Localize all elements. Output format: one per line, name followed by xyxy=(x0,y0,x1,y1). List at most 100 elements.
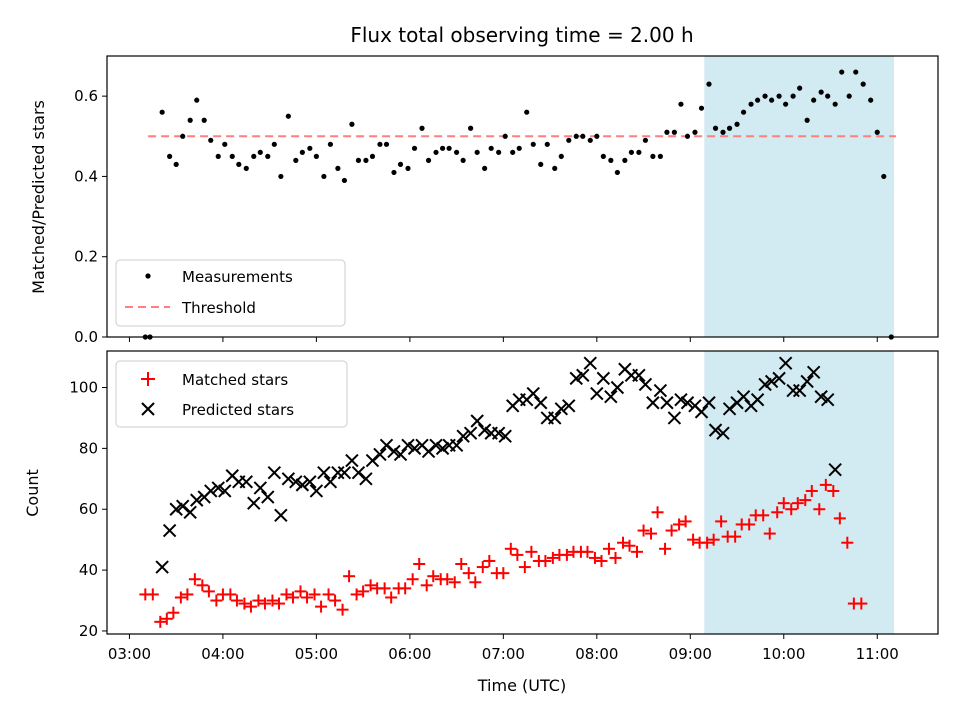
measurement-point xyxy=(853,69,859,75)
predicted-point xyxy=(401,438,415,453)
measurement-point xyxy=(524,109,530,115)
measurement-point xyxy=(335,165,341,171)
bottom-shaded-region xyxy=(704,351,895,634)
matched-point xyxy=(336,603,349,616)
predicted-point xyxy=(463,426,478,440)
bottom-y-label: Count xyxy=(23,469,42,517)
predicted-point xyxy=(317,466,331,480)
predicted-point xyxy=(289,475,303,489)
measurement-point xyxy=(411,145,418,151)
measurement-point xyxy=(439,145,446,151)
predicted-point xyxy=(716,426,730,440)
measurement-point xyxy=(229,153,235,159)
matched-legend-label: Matched stars xyxy=(182,371,288,389)
measurement-point xyxy=(167,153,173,159)
matched-point xyxy=(623,539,636,552)
predicted-point xyxy=(387,444,401,459)
predicted-point xyxy=(407,441,422,456)
measurement-point xyxy=(698,105,705,111)
matched-point xyxy=(833,512,846,525)
matched-point xyxy=(280,588,293,601)
measurement-point xyxy=(860,81,866,87)
matched-point xyxy=(588,551,601,564)
matched-point xyxy=(308,588,321,601)
matched-point xyxy=(357,585,370,598)
measurement-point xyxy=(488,145,494,151)
measurement-point xyxy=(222,141,228,147)
measurement-point xyxy=(468,125,474,131)
matched-point xyxy=(673,518,686,531)
predicted-point xyxy=(435,441,450,456)
matched-point xyxy=(210,594,223,607)
predicted-point xyxy=(632,368,646,383)
predicted-point xyxy=(800,374,814,389)
top-panel: 0.0 0.2 0.4 0.6 Matched/Predicted stars Mea… xyxy=(29,55,939,346)
matched-point xyxy=(616,536,629,549)
predicted-point xyxy=(596,371,611,386)
top-y-tick-label: 0.4 xyxy=(74,167,98,185)
predicted-point xyxy=(778,356,793,370)
matched-point xyxy=(406,573,419,586)
measurement-point xyxy=(496,149,502,155)
measurement-point xyxy=(502,133,508,139)
measurement-point xyxy=(868,97,874,103)
measurement-point xyxy=(608,157,614,163)
matched-point xyxy=(441,573,454,586)
matched-points xyxy=(139,478,868,628)
x-tick-label: 09:00 xyxy=(669,645,712,663)
matched-point xyxy=(202,585,215,598)
matched-point xyxy=(841,536,854,549)
matched-point xyxy=(287,591,300,604)
matched-point xyxy=(154,615,167,628)
predicted-point xyxy=(702,396,716,410)
predicted-point xyxy=(491,426,506,440)
measurement-point xyxy=(825,93,831,99)
matched-point xyxy=(715,515,728,528)
predicted-point xyxy=(162,523,177,538)
matched-point xyxy=(252,594,265,607)
measurement-point xyxy=(321,173,327,180)
matched-point xyxy=(420,579,433,592)
measurement-point xyxy=(726,125,733,131)
measurement-point xyxy=(846,93,852,99)
matched-point xyxy=(160,612,173,625)
measurement-point xyxy=(769,97,775,103)
measurement-point xyxy=(587,137,593,143)
measurement-point xyxy=(377,141,383,147)
measurement-point xyxy=(818,89,824,95)
predicted-point xyxy=(604,389,618,404)
matched-point xyxy=(518,561,531,574)
top-legend-box xyxy=(115,259,346,327)
predicted-point xyxy=(429,438,443,453)
matched-point xyxy=(665,524,678,537)
predicted-point xyxy=(806,365,821,380)
predicted-point xyxy=(337,466,352,480)
measurement-point xyxy=(299,149,305,155)
top-y-label: Matched/Predicted stars xyxy=(29,100,48,294)
matched-point xyxy=(651,506,664,519)
measurement-point xyxy=(740,109,747,115)
matched-point xyxy=(350,588,363,601)
predicted-point xyxy=(758,377,772,392)
measurements-legend-marker xyxy=(145,273,151,279)
measurement-point xyxy=(804,117,810,123)
matched-point xyxy=(483,554,496,567)
measurement-point xyxy=(783,101,789,107)
measurement-point xyxy=(748,101,754,107)
predicted-point xyxy=(786,383,800,398)
bottom-x-ticks: 03:00 04:00 05:00 06:00 07:00 08:00 09:00 10:00… xyxy=(108,634,899,663)
matched-point xyxy=(602,542,615,555)
measurement-point xyxy=(706,81,712,87)
matched-point xyxy=(196,579,209,592)
measurement-point xyxy=(355,157,362,163)
predicted-point xyxy=(456,429,470,443)
measurement-point xyxy=(446,145,452,151)
measurement-point xyxy=(754,97,761,103)
matched-point xyxy=(855,597,868,610)
predicted-point xyxy=(281,472,296,486)
threshold-legend-label: Threshold xyxy=(181,299,256,317)
predicted-point xyxy=(660,396,674,410)
measurement-point xyxy=(811,97,817,103)
bottom-y-tick-label: 80 xyxy=(79,439,98,457)
